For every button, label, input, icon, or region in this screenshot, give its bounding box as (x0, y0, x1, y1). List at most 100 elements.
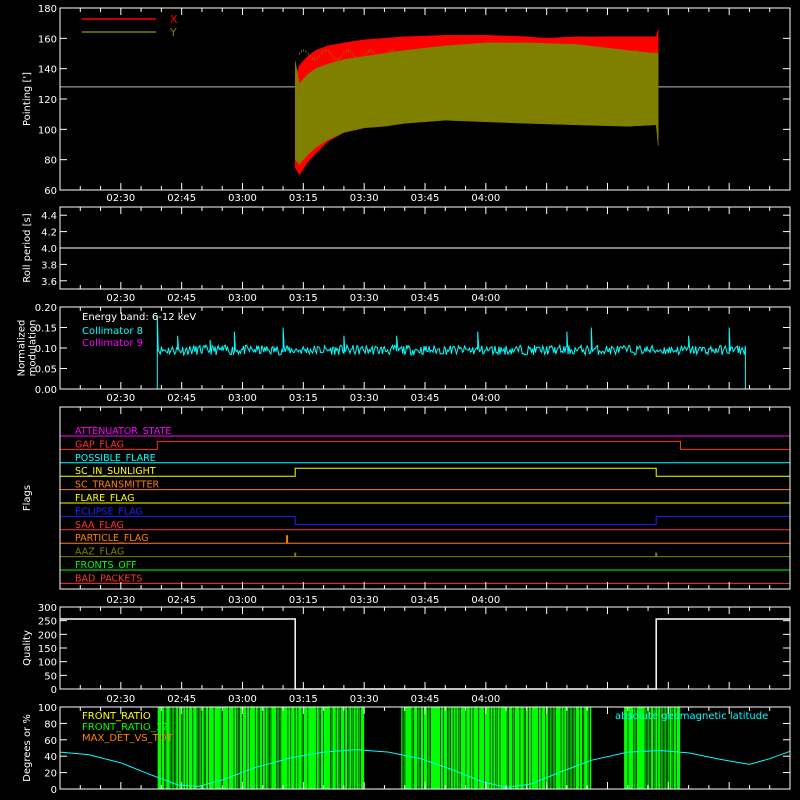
x-tick-label: 03:00 (228, 694, 257, 705)
flag-label: SAA_FLAG (75, 520, 124, 531)
x-tick-label: 03:15 (289, 193, 318, 204)
x-tick-label: 04:00 (471, 595, 500, 606)
y-tick-label: 120 (38, 95, 57, 106)
x-tick-label: 02:30 (106, 293, 135, 304)
x-tick-label: 03:00 (228, 595, 257, 606)
x-tick-label: 03:45 (411, 694, 440, 705)
flag-label: FLARE_FLAG (75, 493, 135, 504)
flag-label: ECLIPSE_FLAG (75, 506, 143, 517)
x-tick-label: 03:30 (350, 595, 379, 606)
latitude-line (59, 749, 791, 788)
legend-label: Collimator 9 (82, 338, 143, 349)
quality-line (60, 618, 790, 690)
y-tick-label: 100 (38, 658, 57, 669)
y-tick-label: 0.05 (35, 365, 57, 376)
y-tick-label: 40 (44, 752, 57, 763)
flag-line (60, 467, 790, 477)
legend-label: FRONT_RATIO_12 (82, 722, 168, 733)
flag-label: BAD_PACKETS (75, 573, 142, 584)
x-tick-label: 03:30 (350, 293, 379, 304)
y-tick-label: 0 (51, 685, 57, 696)
x-tick-label: 02:30 (106, 393, 135, 404)
y-tick-label: 4.0 (41, 244, 57, 255)
y-tick-label: 250 (38, 617, 57, 628)
pointing-panel: 60 80 100 120 140 160 180 XY 02:30 02:45 03:00 03:1… (22, 4, 791, 204)
legend-label: X (170, 13, 178, 26)
x-tick-label: 03:00 (228, 293, 257, 304)
y-tick-label: 3.6 (41, 277, 57, 288)
y-axis-label: modulation (28, 320, 39, 377)
x-tick-label: 03:15 (289, 393, 318, 404)
x-tick-label: 02:45 (167, 293, 196, 304)
x-tick-label: 04:00 (471, 293, 500, 304)
flag-label: GAP_FLAG (75, 439, 124, 450)
x-tick-label: 03:15 (289, 293, 318, 304)
y-tick-label: 200 (38, 630, 57, 641)
x-tick-label: 03:45 (411, 595, 440, 606)
collimator-8-line (156, 315, 746, 389)
y-tick-label: 0.20 (35, 303, 57, 314)
y-tick-label: 50 (44, 671, 57, 682)
flag-line (60, 440, 790, 450)
y-tick-label: 160 (38, 34, 57, 45)
y-tick-label: 180 (38, 4, 57, 15)
y-axis-label: Quality (22, 630, 33, 666)
y-tick-label: 0 (51, 785, 57, 796)
x-tick-label: 03:30 (350, 694, 379, 705)
y-tick-label: 100 (38, 125, 57, 136)
legend-label: Collimator 8 (82, 326, 143, 337)
flags-panel: ATTENUATOR_STATE GAP_FLAG POSSIBLE_FLARE SC… (22, 406, 791, 606)
x-tick-label: 03:30 (350, 193, 379, 204)
y-tick-label: 80 (44, 156, 57, 167)
y-tick-label: 100 (38, 703, 57, 714)
y-tick-label: 300 (38, 603, 57, 614)
flag-label: SC_IN_SUNLIGHT (75, 466, 156, 477)
y-tick-label: 0.00 (35, 385, 57, 396)
legend-label: FRONT_RATIO (82, 711, 151, 722)
x-tick-label: 02:30 (106, 694, 135, 705)
x-tick-label: 03:45 (411, 293, 440, 304)
x-tick-label: 02:45 (167, 694, 196, 705)
x-tick-label: 03:45 (411, 393, 440, 404)
legend-label: Y (169, 26, 177, 39)
x-tick-label: 03:30 (350, 393, 379, 404)
x-tick-label: 03:45 (411, 193, 440, 204)
y-axis-label: Pointing ['] (22, 72, 33, 126)
y-tick-label: 20 (44, 769, 57, 780)
flag-label: FRONTS_OFF (75, 560, 137, 571)
y-axis-label: Flags (22, 485, 33, 511)
y-axis-label: Degrees or % (22, 714, 33, 782)
x-tick-label: 03:15 (289, 694, 318, 705)
legend-label: MAX_DET_VS_TOT (82, 733, 174, 744)
flag-label: AAZ_FLAG (75, 547, 124, 558)
y-tick-label: 150 (38, 644, 57, 655)
roll-period-panel: 3.6 3.8 4.0 4.2 4.4 02:30 02:45 03:00 03:15 03:30… (22, 206, 791, 304)
x-tick-label: 03:00 (228, 193, 257, 204)
y-tick-label: 4.2 (41, 228, 57, 239)
x-tick-label: 02:30 (106, 595, 135, 606)
energy-band-label: Energy band: 6-12 keV (82, 312, 196, 323)
x-tick-label: 02:45 (167, 393, 196, 404)
x-tick-label: 04:00 (471, 694, 500, 705)
y-axis-label: Roll period [s] (22, 213, 33, 282)
series-band-y (294, 42, 659, 165)
y-tick-label: 60 (44, 186, 57, 197)
y-tick-label: 0.10 (35, 344, 57, 355)
flag-line (60, 515, 790, 525)
y-axis-label: Normalized (17, 320, 28, 377)
front-ratio-panel: 0 20 40 60 80 100 absolute geomagnetic latitud… (22, 703, 791, 796)
y-tick-label: 80 (44, 719, 57, 730)
y-tick-label: 140 (38, 65, 57, 76)
y-tick-label: 0.15 (35, 324, 57, 335)
modulation-panel: 0.00 0.05 0.10 0.15 0.20 Energy band: 6-12 ke… (17, 303, 791, 404)
y-tick-label: 4.4 (41, 211, 57, 222)
latitude-label: absolute geomagnetic latitude (615, 711, 768, 722)
x-tick-label: 04:00 (471, 193, 500, 204)
x-tick-label: 02:30 (106, 193, 135, 204)
quality-panel: 0 50 100 150 200 250 300 02:30 02:45 03:00 03:15 03… (22, 603, 791, 705)
front-ratio-block (157, 707, 365, 789)
flag-label: SC_TRANSMITTER (75, 480, 160, 491)
y-tick-label: 3.8 (41, 260, 57, 271)
flag-label: PARTICLE_FLAG (75, 533, 148, 544)
